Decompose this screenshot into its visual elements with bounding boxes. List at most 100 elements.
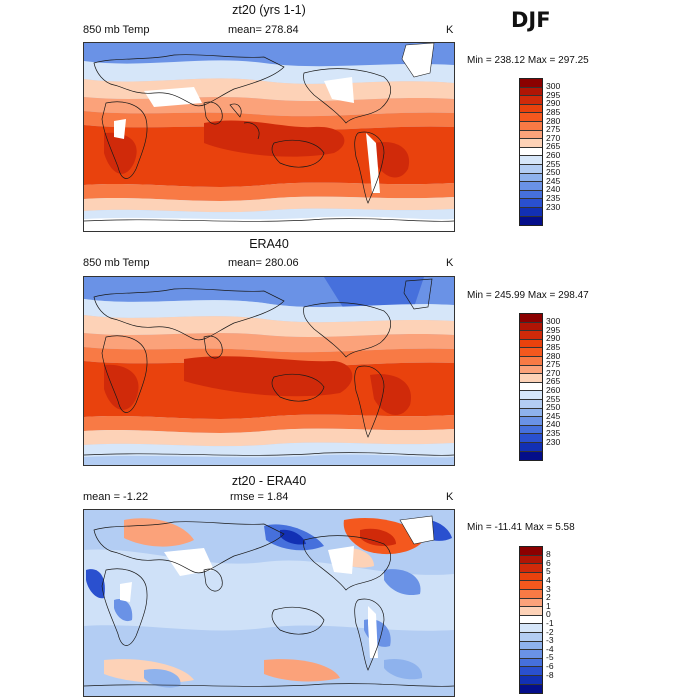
min-max-label: Min = 245.99 Max = 298.47: [467, 290, 589, 301]
colorbar-tick-label: -2: [546, 626, 554, 637]
colorbar: [519, 546, 543, 695]
temperature-map: [83, 42, 455, 232]
unit-label: K: [446, 24, 454, 36]
colorbar-cell: [520, 173, 542, 183]
temperature-map: [83, 276, 455, 466]
colorbar-cell: [520, 182, 542, 191]
colorbar-cell: [520, 322, 542, 332]
colorbar-cell: [520, 572, 542, 582]
colorbar-tick-label: 1: [546, 600, 551, 611]
colorbar-cell: [520, 658, 542, 668]
colorbar-tick-label: -8: [546, 669, 554, 680]
colorbar-tick-label: 300: [546, 81, 561, 92]
colorbar-cell: [520, 425, 542, 435]
colorbar-cell: [520, 314, 542, 323]
colorbar-tick-label: 235: [546, 192, 561, 203]
unit-label: K: [446, 491, 454, 503]
colorbar-cell: [520, 641, 542, 651]
colorbar-tick-label: 285: [546, 341, 561, 352]
colorbar-cell: [520, 79, 542, 88]
colorbar-tick-label: -5: [546, 652, 554, 663]
colorbar-tick-label: -6: [546, 660, 554, 671]
colorbar-tick-label: 270: [546, 132, 561, 143]
min-max-label: Min = 238.12 Max = 297.25: [467, 55, 589, 66]
colorbar-cell: [520, 156, 542, 165]
colorbar-tick-label: 280: [546, 350, 561, 361]
season-label: DJF: [511, 8, 551, 32]
colorbar-tick-label: 295: [546, 89, 561, 100]
colorbar-cell: [520, 130, 542, 140]
colorbar-cell: [520, 650, 542, 659]
colorbar-tick-label: 255: [546, 393, 561, 404]
colorbar-cell: [520, 139, 542, 148]
colorbar-cell: [520, 434, 542, 443]
colorbar-tick-label: 235: [546, 427, 561, 438]
colorbar-tick-label: 260: [546, 384, 561, 395]
colorbar-tick-label: 240: [546, 184, 561, 195]
colorbar-cell: [520, 374, 542, 383]
rmse-label: rmse = 1.84: [230, 491, 289, 503]
min-max-label: Min = -11.41 Max = 5.58: [467, 522, 575, 533]
colorbar-cell: [520, 684, 542, 694]
colorbar-cell: [520, 564, 542, 573]
colorbar-tick-label: 255: [546, 158, 561, 169]
colorbar-tick-label: 290: [546, 333, 561, 344]
colorbar-cell: [520, 113, 542, 122]
colorbar-tick-label: 8: [546, 549, 551, 560]
colorbar-cell: [520, 615, 542, 625]
colorbar-tick-label: 250: [546, 402, 561, 413]
mean-label: mean = -1.22: [83, 491, 149, 503]
panel-title: ERA40: [249, 237, 289, 251]
colorbar-tick-label: -3: [546, 635, 554, 646]
colorbar-cell: [520, 589, 542, 599]
mean-label: mean= 278.84: [228, 24, 299, 36]
colorbar-tick-label: 3: [546, 583, 551, 594]
panel-title: zt20 - ERA40: [231, 474, 307, 488]
colorbar-tick-label: -1: [546, 617, 554, 628]
colorbar-tick-label: 230: [546, 436, 561, 447]
difference-map: [83, 509, 455, 697]
colorbar-cell: [520, 624, 542, 633]
colorbar-cell: [520, 331, 542, 340]
colorbar-tick-label: 245: [546, 410, 561, 421]
colorbar-tick-label: 280: [546, 115, 561, 126]
colorbar-tick-label: 300: [546, 316, 561, 327]
panel-title: zt20 (yrs 1-1): [232, 3, 306, 17]
colorbar-cell: [520, 667, 542, 676]
colorbar-tick-label: 2: [546, 592, 551, 603]
map-svg: [84, 277, 454, 465]
colorbar-cell: [520, 547, 542, 556]
colorbar-tick-label: -4: [546, 643, 554, 654]
colorbar-cell: [520, 555, 542, 565]
colorbar-tick-label: 275: [546, 359, 561, 370]
field-label: 850 mb Temp: [83, 257, 150, 269]
mean-label: mean= 280.06: [228, 257, 299, 269]
colorbar-cell: [520, 207, 542, 217]
colorbar-cell: [520, 104, 542, 114]
colorbar-cell: [520, 581, 542, 590]
colorbar-tick-label: 290: [546, 98, 561, 109]
colorbar-cell: [520, 417, 542, 426]
colorbar-cell: [520, 164, 542, 174]
colorbar-cell: [520, 216, 542, 226]
colorbar-tick-label: 5: [546, 566, 551, 577]
colorbar-cell: [520, 399, 542, 409]
colorbar-cell: [520, 451, 542, 461]
colorbar-tick-label: 230: [546, 201, 561, 212]
colorbar-cell: [520, 391, 542, 400]
colorbar-tick-label: 250: [546, 167, 561, 178]
colorbar-tick-label: 4: [546, 574, 551, 585]
colorbar-tick-label: 265: [546, 376, 561, 387]
colorbar: [519, 313, 543, 462]
colorbar-tick-label: 245: [546, 175, 561, 186]
colorbar-tick-label: 240: [546, 419, 561, 430]
colorbar-cell: [520, 365, 542, 375]
colorbar-tick-label: 295: [546, 324, 561, 335]
colorbar-cell: [520, 121, 542, 131]
colorbar-tick-label: 275: [546, 124, 561, 135]
colorbar-cell: [520, 147, 542, 157]
colorbar-cell: [520, 598, 542, 608]
colorbar-tick-label: 285: [546, 106, 561, 117]
colorbar-cell: [520, 96, 542, 105]
colorbar-cell: [520, 675, 542, 685]
